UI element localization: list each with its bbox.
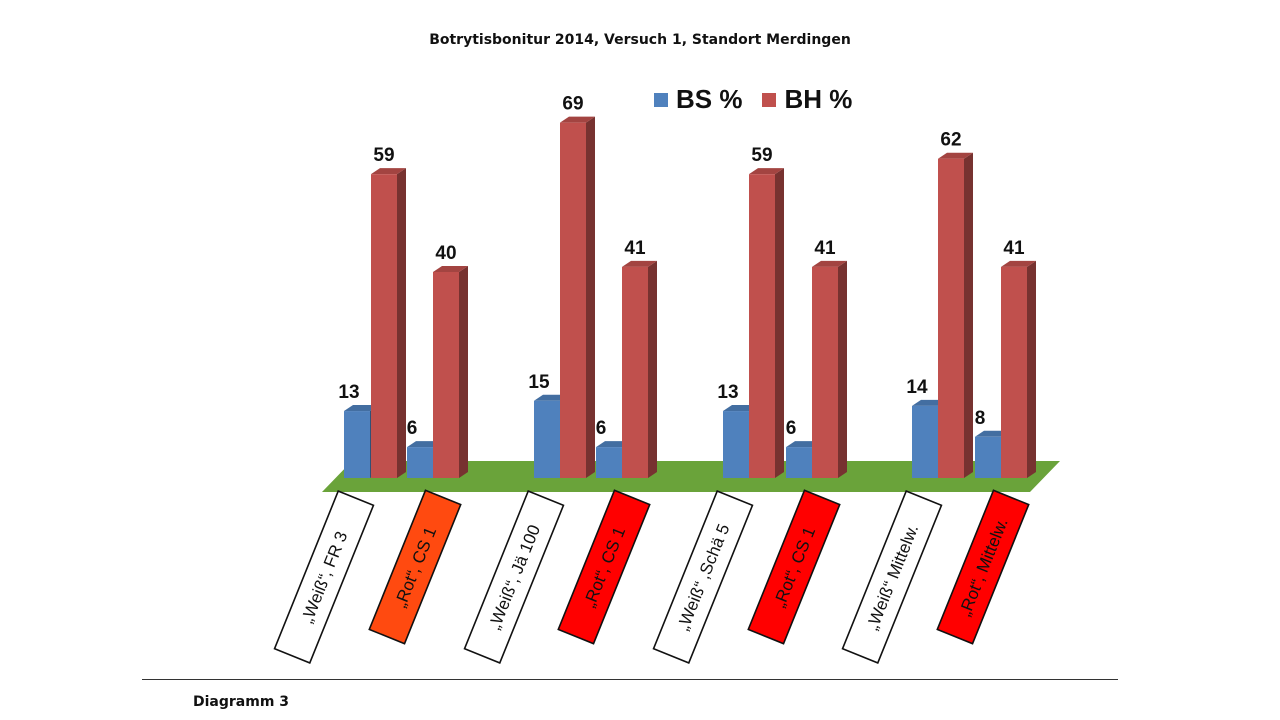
bar-bh-0-side [397,168,406,478]
category-label-box-4 [652,490,754,664]
bar-bs-6-front [912,405,938,478]
bar-bh-7-side [1027,260,1036,478]
bar-bh-3-side [648,260,657,478]
bar-bh-2 [560,116,595,479]
chart-floor-layer [322,461,1060,492]
category-label-box-0 [273,490,375,664]
data-label-bh-7: 41 [1003,238,1025,259]
data-label-bh-2: 69 [562,94,583,115]
category-labels-layer: „Weiß“, FR 3 „Rot“, CS 1 „Weiß“, Jä 100 „Ro… [273,489,1030,664]
chart-title: Botrytisbonitur 2014, Versuch 1, Standor… [429,32,851,48]
bar-bh-5-top [812,260,847,267]
bar-bh-3-front [622,266,648,478]
bar-bh-6-top [938,152,973,159]
bar-bh-6-side [964,152,973,478]
data-label-bh-4: 59 [751,145,772,166]
legend-swatch-bs [654,92,668,107]
category-label-box-2 [463,490,565,664]
bar-bs-0-front [344,411,370,478]
bar-bh-1 [433,266,468,478]
bar-bh-3 [622,260,657,478]
chart-floor [322,461,1060,492]
legend-swatch-bh [762,92,777,107]
bar-bh-5-side [838,260,847,478]
category-label-5: „Rot“, CS 1 [747,489,841,645]
bar-bh-7-top [1001,260,1036,267]
bar-bs-2-front [534,400,560,478]
data-label-bh-3: 41 [624,238,646,259]
bars-layer [344,116,1036,479]
category-label-4: „Weiß“ ,Schä 5 [652,490,754,664]
bar-bs-4-front [723,411,749,478]
bar-bh-0-front [371,174,397,478]
category-label-3: „Rot“, CS 1 [557,489,651,645]
legend: BS % BH % [654,84,872,115]
bar-bh-2-top [560,116,595,123]
bar-bh-6-front [938,158,964,478]
category-label-7: „Rot“, Mittelw. [936,489,1030,645]
data-label-bs-1: 6 [407,418,418,439]
bar-bh-5-front [812,266,838,478]
data-label-bs-5: 6 [786,418,797,439]
category-label-box-1 [368,489,462,645]
bar-bs-3-front [596,447,622,478]
data-labels-layer: 13 59 6 40 15 69 6 41 13 59 6 41 14 62 8 41 [338,94,1025,439]
bar-bh-1-front [433,272,459,478]
footer-caption: Diagramm 3 [193,694,290,710]
bar-bh-4-front [749,174,775,478]
data-label-bh-6: 62 [940,130,961,151]
data-label-bh-1: 40 [435,243,456,264]
legend-item-bh: BH % [762,84,852,115]
legend-item-bs: BS % [654,84,742,115]
data-label-bs-0: 13 [338,382,359,403]
bar-bh-7-front [1001,266,1027,478]
category-label-0: „Weiß“, FR 3 [273,490,375,664]
legend-label-bh: BH % [784,84,853,114]
data-label-bs-6: 14 [906,377,928,398]
data-label-bh-0: 59 [373,145,394,166]
footer-divider [142,679,1118,680]
bar-bh-3-top [622,260,657,267]
bar-bs-0-top [344,405,379,412]
bar-bh-2-front [560,122,586,479]
bar-bs-1-front [407,447,433,478]
data-label-bs-7: 8 [975,408,986,429]
bar-bh-0 [371,168,406,478]
bar-bs-7-front [975,436,1001,478]
bar-bh-6 [938,152,973,478]
bar-bh-5 [812,260,847,478]
bar-bh-7 [1001,260,1036,478]
data-label-bs-3: 6 [596,418,607,439]
bar-bh-1-side [459,266,468,478]
data-label-bs-4: 13 [717,382,738,403]
data-label-bs-2: 15 [528,372,550,393]
bar-bh-0-top [371,168,406,175]
category-label-box-7 [936,489,1030,645]
bar-bh-1-top [433,266,468,272]
bar-bh-2-side [586,116,595,479]
category-label-box-3 [557,489,651,645]
category-label-2: „Weiß“, Jä 100 [463,490,565,664]
category-label-box-6 [841,490,943,664]
legend-label-bs: BS % [676,84,743,114]
bar-bh-4 [749,168,784,478]
bar-bh-4-side [775,168,784,478]
data-label-bh-5: 41 [814,238,836,259]
category-label-box-5 [747,489,841,645]
category-label-1: „Rot“, CS 1 [368,489,462,645]
bar-bs-5-front [786,447,812,478]
category-label-6: „Weiß“ Mittelw. [841,490,943,664]
bar-bh-4-top [749,168,784,175]
